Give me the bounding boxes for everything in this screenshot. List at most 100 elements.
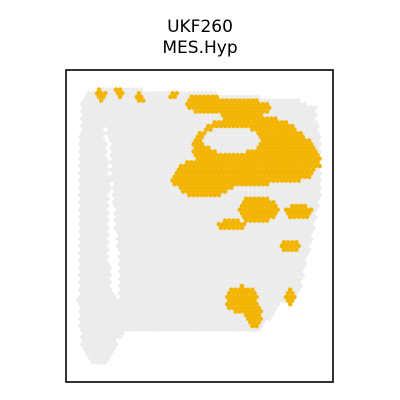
highlight-spot	[269, 211, 274, 216]
highlight-spot	[254, 301, 259, 307]
background-spot	[189, 109, 194, 114]
background-spot	[113, 211, 119, 216]
background-spot	[227, 327, 232, 332]
background-spot	[122, 138, 127, 143]
background-spot	[170, 316, 175, 321]
background-spot	[183, 302, 188, 307]
background-spot	[151, 283, 156, 289]
highlight-spot	[199, 149, 205, 154]
highlight-spot	[248, 160, 253, 165]
background-spot	[134, 102, 140, 107]
background-spot	[82, 178, 87, 183]
highlight-spot	[285, 174, 291, 180]
background-spot	[141, 309, 146, 314]
background-spot	[256, 269, 261, 274]
background-spot	[212, 258, 217, 263]
background-spot	[130, 218, 135, 223]
background-spot	[204, 323, 209, 329]
background-spot	[82, 185, 87, 190]
highlight-spot	[290, 247, 295, 252]
highlight-spot	[266, 207, 272, 212]
background-spot	[103, 222, 108, 227]
background-spot	[275, 302, 280, 307]
background-spot	[290, 182, 295, 187]
background-spot	[166, 302, 171, 307]
background-spot	[216, 316, 221, 321]
background-spot	[120, 229, 125, 234]
background-spot	[78, 222, 83, 227]
background-spot	[115, 156, 121, 161]
background-spot	[172, 203, 177, 209]
background-spot	[170, 222, 175, 227]
background-spot	[235, 196, 240, 201]
background-spot	[78, 287, 83, 292]
background-spot	[90, 127, 96, 132]
background-spot	[111, 98, 117, 103]
background-spot	[96, 349, 102, 354]
background-spot	[164, 269, 169, 274]
background-spot	[145, 265, 150, 271]
background-spot	[220, 243, 226, 249]
background-spot	[166, 156, 171, 161]
background-spot	[143, 102, 148, 107]
background-spot	[214, 218, 219, 223]
highlight-spot	[197, 181, 203, 187]
highlight-spot	[285, 291, 291, 296]
background-spot	[143, 283, 148, 289]
highlight-spot	[266, 163, 272, 169]
background-spot	[269, 291, 274, 296]
background-spot	[80, 189, 85, 194]
background-spot	[294, 123, 299, 129]
background-spot	[126, 254, 131, 260]
background-spot	[193, 131, 198, 136]
highlight-spot	[210, 189, 215, 194]
background-spot	[262, 236, 268, 241]
highlight-spot	[203, 156, 209, 161]
highlight-spot	[317, 156, 322, 161]
background-spot	[141, 287, 146, 292]
background-spot	[122, 203, 127, 209]
background-spot	[145, 214, 150, 220]
background-spot	[243, 327, 249, 332]
background-spot	[145, 309, 150, 314]
highlight-spot	[292, 141, 297, 147]
highlight-spot	[292, 134, 297, 140]
background-spot	[126, 87, 131, 92]
background-spot	[288, 229, 293, 234]
background-spot	[191, 120, 196, 125]
background-spot	[193, 225, 198, 231]
background-spot	[292, 98, 297, 103]
background-spot	[178, 207, 184, 212]
background-spot	[157, 243, 163, 249]
highlight-spot	[243, 298, 249, 303]
background-spot	[166, 178, 171, 183]
background-spot	[149, 287, 154, 292]
highlight-spot	[245, 105, 251, 111]
background-spot	[132, 178, 137, 183]
highlight-spot	[227, 160, 232, 165]
background-spot	[216, 280, 221, 285]
background-spot	[115, 207, 121, 212]
background-spot	[216, 251, 221, 256]
background-spot	[313, 207, 318, 212]
background-spot	[204, 91, 209, 96]
background-spot	[94, 105, 100, 111]
background-spot	[149, 200, 154, 205]
background-spot	[109, 291, 114, 296]
highlight-spot	[266, 200, 272, 205]
highlight-spot	[224, 98, 230, 103]
background-spot	[300, 258, 305, 263]
background-spot	[132, 316, 137, 321]
background-spot	[157, 156, 163, 161]
background-spot	[109, 174, 114, 180]
background-spot	[264, 232, 270, 238]
background-spot	[193, 247, 198, 252]
background-spot	[101, 225, 106, 231]
background-spot	[153, 91, 158, 96]
background-spot	[250, 251, 255, 256]
background-spot	[273, 182, 278, 187]
background-spot	[99, 287, 104, 292]
highlight-spot	[283, 127, 289, 132]
background-spot	[134, 138, 140, 143]
background-spot	[94, 214, 100, 220]
